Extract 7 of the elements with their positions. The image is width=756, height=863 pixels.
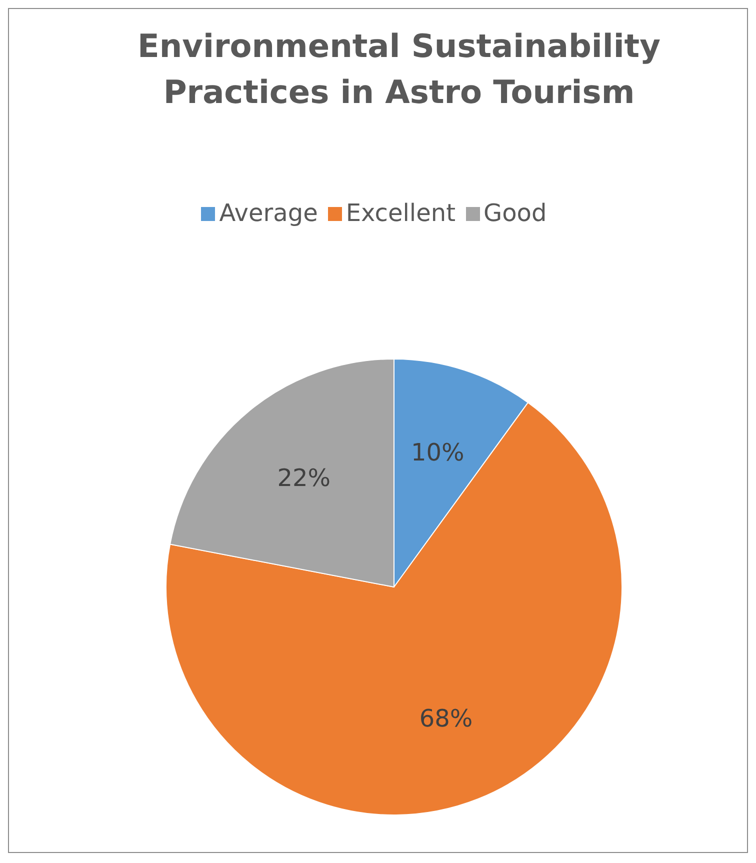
data-label: 68% <box>419 704 473 732</box>
data-label: 10% <box>411 438 464 467</box>
legend-label: Excellent <box>346 199 456 227</box>
legend-label: Average <box>219 199 318 227</box>
chart-title: Environmental Sustainability Practices in Astro Tourism <box>136 26 662 113</box>
legend-label: Good <box>484 199 547 227</box>
data-label: 22% <box>277 464 331 492</box>
